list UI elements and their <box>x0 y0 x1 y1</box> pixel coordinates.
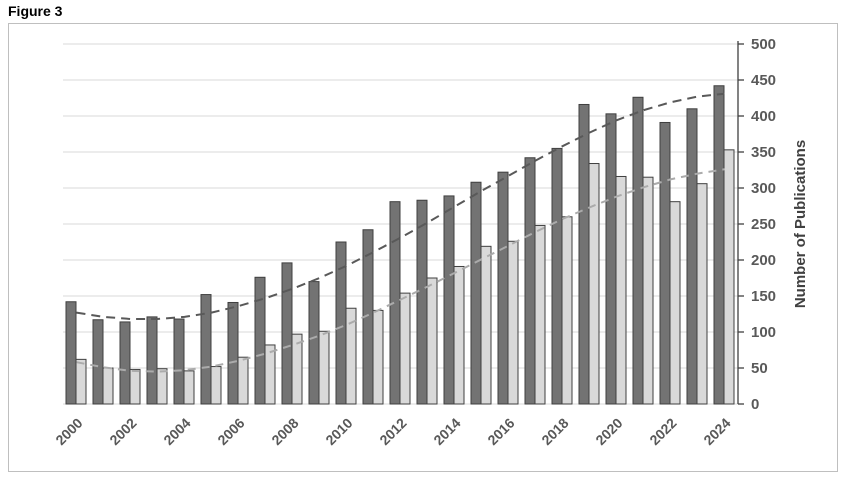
bar-light-gray-bars-2002 <box>129 368 141 405</box>
y-axis-title: Number of Publications <box>792 140 809 308</box>
y-tick-label: 200 <box>751 252 776 269</box>
bar-dark-gray-bars-2015 <box>470 181 482 405</box>
bar-light-gray-bars-2014 <box>453 265 465 405</box>
bar-dark-gray-bars-2008 <box>281 262 293 405</box>
bar-light-gray-bars-2015 <box>480 245 492 405</box>
bar-dark-gray-bars-2009 <box>308 281 320 405</box>
bar-dark-gray-bars-2016 <box>497 171 509 405</box>
bar-dark-gray-bars-2014 <box>443 195 455 405</box>
bar-dark-gray-bars-2021 <box>632 96 644 405</box>
figure-label: Figure 3 <box>8 3 63 19</box>
x-tick-label: 2002 <box>106 415 139 448</box>
y-tick-label: 450 <box>751 72 776 89</box>
bar-light-gray-bars-2003 <box>156 368 168 405</box>
bar-light-gray-bars-2010 <box>345 307 357 405</box>
bar-dark-gray-bars-2017 <box>524 157 536 405</box>
x-tick-label: 2018 <box>538 415 571 448</box>
bar-dark-gray-bars-2020 <box>605 113 617 405</box>
bar-light-gray-bars-2018 <box>561 216 573 405</box>
bar-dark-gray-bars-2023 <box>686 108 698 405</box>
y-tick-label: 250 <box>751 216 776 233</box>
y-tick-label: 400 <box>751 108 776 125</box>
bar-dark-gray-bars-2005 <box>200 294 212 405</box>
bar-dark-gray-bars-2024 <box>713 85 725 405</box>
x-tick-label: 2008 <box>268 415 301 448</box>
bar-dark-gray-bars-2018 <box>551 147 563 405</box>
y-tick-label: 0 <box>751 396 759 413</box>
bar-dark-gray-bars-2007 <box>254 276 266 405</box>
bar-light-gray-bars-2022 <box>669 201 681 405</box>
x-tick-label: 2024 <box>700 415 733 448</box>
bar-light-gray-bars-2007 <box>264 344 276 405</box>
bar-light-gray-bars-2023 <box>696 183 708 405</box>
y-tick-label: 500 <box>751 36 776 53</box>
x-tick-label: 2000 <box>52 415 85 448</box>
bar-dark-gray-bars-2002 <box>119 321 131 405</box>
bar-light-gray-bars-2005 <box>210 366 222 405</box>
x-tick-label: 2006 <box>214 415 247 448</box>
bar-light-gray-bars-2001 <box>102 367 114 405</box>
bar-light-gray-bars-2020 <box>615 175 627 405</box>
bar-dark-gray-bars-2022 <box>659 121 671 405</box>
bar-light-gray-bars-2017 <box>534 224 546 405</box>
trendline-light-gray-bars <box>76 168 725 373</box>
bar-dark-gray-bars-2000 <box>65 301 77 405</box>
bar-light-gray-bars-2024 <box>723 149 735 405</box>
y-tick-label: 50 <box>751 360 768 377</box>
bar-light-gray-bars-2006 <box>237 356 249 405</box>
publications-bar-chart: 0 50 100 150 200 250 300 350 400 450 500 2000 2002 20… <box>52 36 809 448</box>
bar-light-gray-bars-2004 <box>183 370 195 405</box>
x-tick-label: 2016 <box>484 415 517 448</box>
x-tick-label: 2010 <box>322 415 355 448</box>
bar-dark-gray-bars-2019 <box>578 103 590 405</box>
bar-light-gray-bars-2008 <box>291 333 303 405</box>
chart-area: 0 50 100 150 200 250 300 350 400 450 500 2000 2002 20… <box>8 23 838 472</box>
x-tick-label: 2022 <box>646 415 679 448</box>
bar-light-gray-bars-2009 <box>318 330 330 405</box>
bar-light-gray-bars-2011 <box>372 309 384 405</box>
bar-dark-gray-bars-2001 <box>92 319 104 405</box>
bar-light-gray-bars-2012 <box>399 292 411 405</box>
bar-dark-gray-bars-2004 <box>173 318 185 405</box>
y-tick-label: 350 <box>751 144 776 161</box>
x-tick-label: 2004 <box>160 415 193 448</box>
x-tick-label: 2014 <box>430 415 463 448</box>
x-tick-label: 2012 <box>376 415 409 448</box>
bar-light-gray-bars-2013 <box>426 277 438 405</box>
bar-light-gray-bars-2019 <box>588 163 600 405</box>
bar-light-gray-bars-2000 <box>75 358 87 405</box>
y-tick-label: 150 <box>751 288 776 305</box>
y-tick-label: 100 <box>751 324 776 341</box>
y-tick-label: 300 <box>751 180 776 197</box>
trendline-dark-gray-bars <box>76 92 725 320</box>
bar-light-gray-bars-2021 <box>642 176 654 405</box>
bar-light-gray-bars-2016 <box>507 240 519 405</box>
bar-dark-gray-bars-2013 <box>416 199 428 405</box>
bar-dark-gray-bars-2003 <box>146 316 158 405</box>
x-tick-label: 2020 <box>592 415 625 448</box>
bar-dark-gray-bars-2006 <box>227 301 239 405</box>
